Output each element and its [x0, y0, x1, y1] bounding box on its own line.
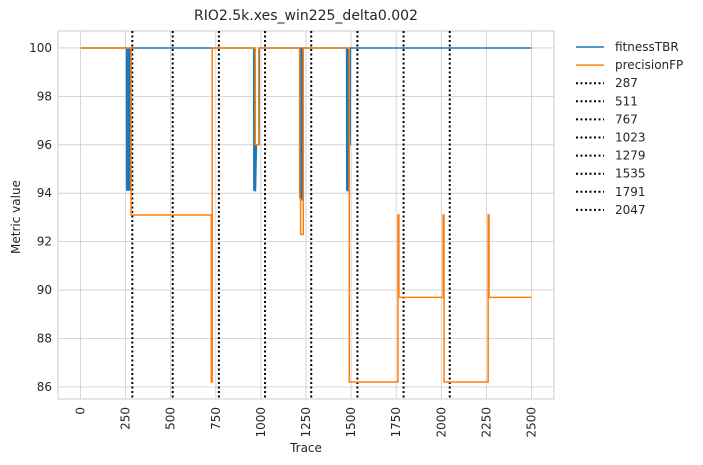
x-tick-label: 2250: [479, 407, 493, 438]
y-tick-label: 88: [37, 331, 52, 345]
series-group: [80, 47, 532, 383]
x-tick-label: 250: [119, 407, 133, 430]
y-tick-label: 94: [37, 186, 52, 200]
x-tick-labels: 0 250 500 750 1000 1250 1500 1750 2000 2250 2500: [74, 407, 539, 438]
x-tick-label: 1250: [299, 407, 313, 438]
x-tick-label: 750: [209, 407, 223, 430]
legend-entry-2047: 2047: [615, 203, 646, 217]
legend-entry-1023: 1023: [615, 131, 646, 145]
y-tick-label: 96: [37, 138, 52, 152]
y-tick-label: 86: [37, 380, 52, 394]
series-line-precisionFP: [80, 47, 532, 383]
y-tick-label: 98: [37, 89, 52, 103]
x-tick-label: 0: [74, 407, 88, 415]
x-tick-label: 1000: [254, 407, 268, 438]
legend-entry-precisionFP: precisionFP: [615, 58, 683, 72]
legend-entry-287: 287: [615, 76, 638, 90]
legend-entry-1535: 1535: [615, 167, 646, 181]
y-tick-label: 100: [29, 41, 52, 55]
y-tick-labels: 86 88 90 92 94 96 98 100: [29, 41, 52, 394]
y-tick-label: 92: [37, 235, 52, 249]
legend: fitnessTBR precisionFP 287 511 767 1023 1279 15…: [576, 40, 683, 217]
legend-entry-1791: 1791: [615, 185, 646, 199]
legend-entry-511: 511: [615, 94, 638, 108]
chart-title: RIO2.5k.xes_win225_delta0.002: [194, 8, 418, 24]
x-tick-label: 1500: [344, 407, 358, 438]
y-tick-label: 90: [37, 283, 52, 297]
legend-entry-1279: 1279: [615, 149, 646, 163]
x-tick-label: 2500: [524, 407, 538, 438]
vertical-lines: [131, 31, 451, 399]
x-axis-title: Trace: [289, 441, 322, 455]
plot-frame: [57, 30, 555, 400]
y-axis-title: Metric value: [9, 180, 23, 254]
legend-entry-767: 767: [615, 112, 638, 126]
x-tick-label: 1750: [389, 407, 403, 438]
x-tick-label: 2000: [434, 407, 448, 438]
x-tick-label: 500: [164, 407, 178, 430]
grid: [58, 31, 554, 399]
legend-entry-fitnessTBR: fitnessTBR: [615, 40, 679, 54]
